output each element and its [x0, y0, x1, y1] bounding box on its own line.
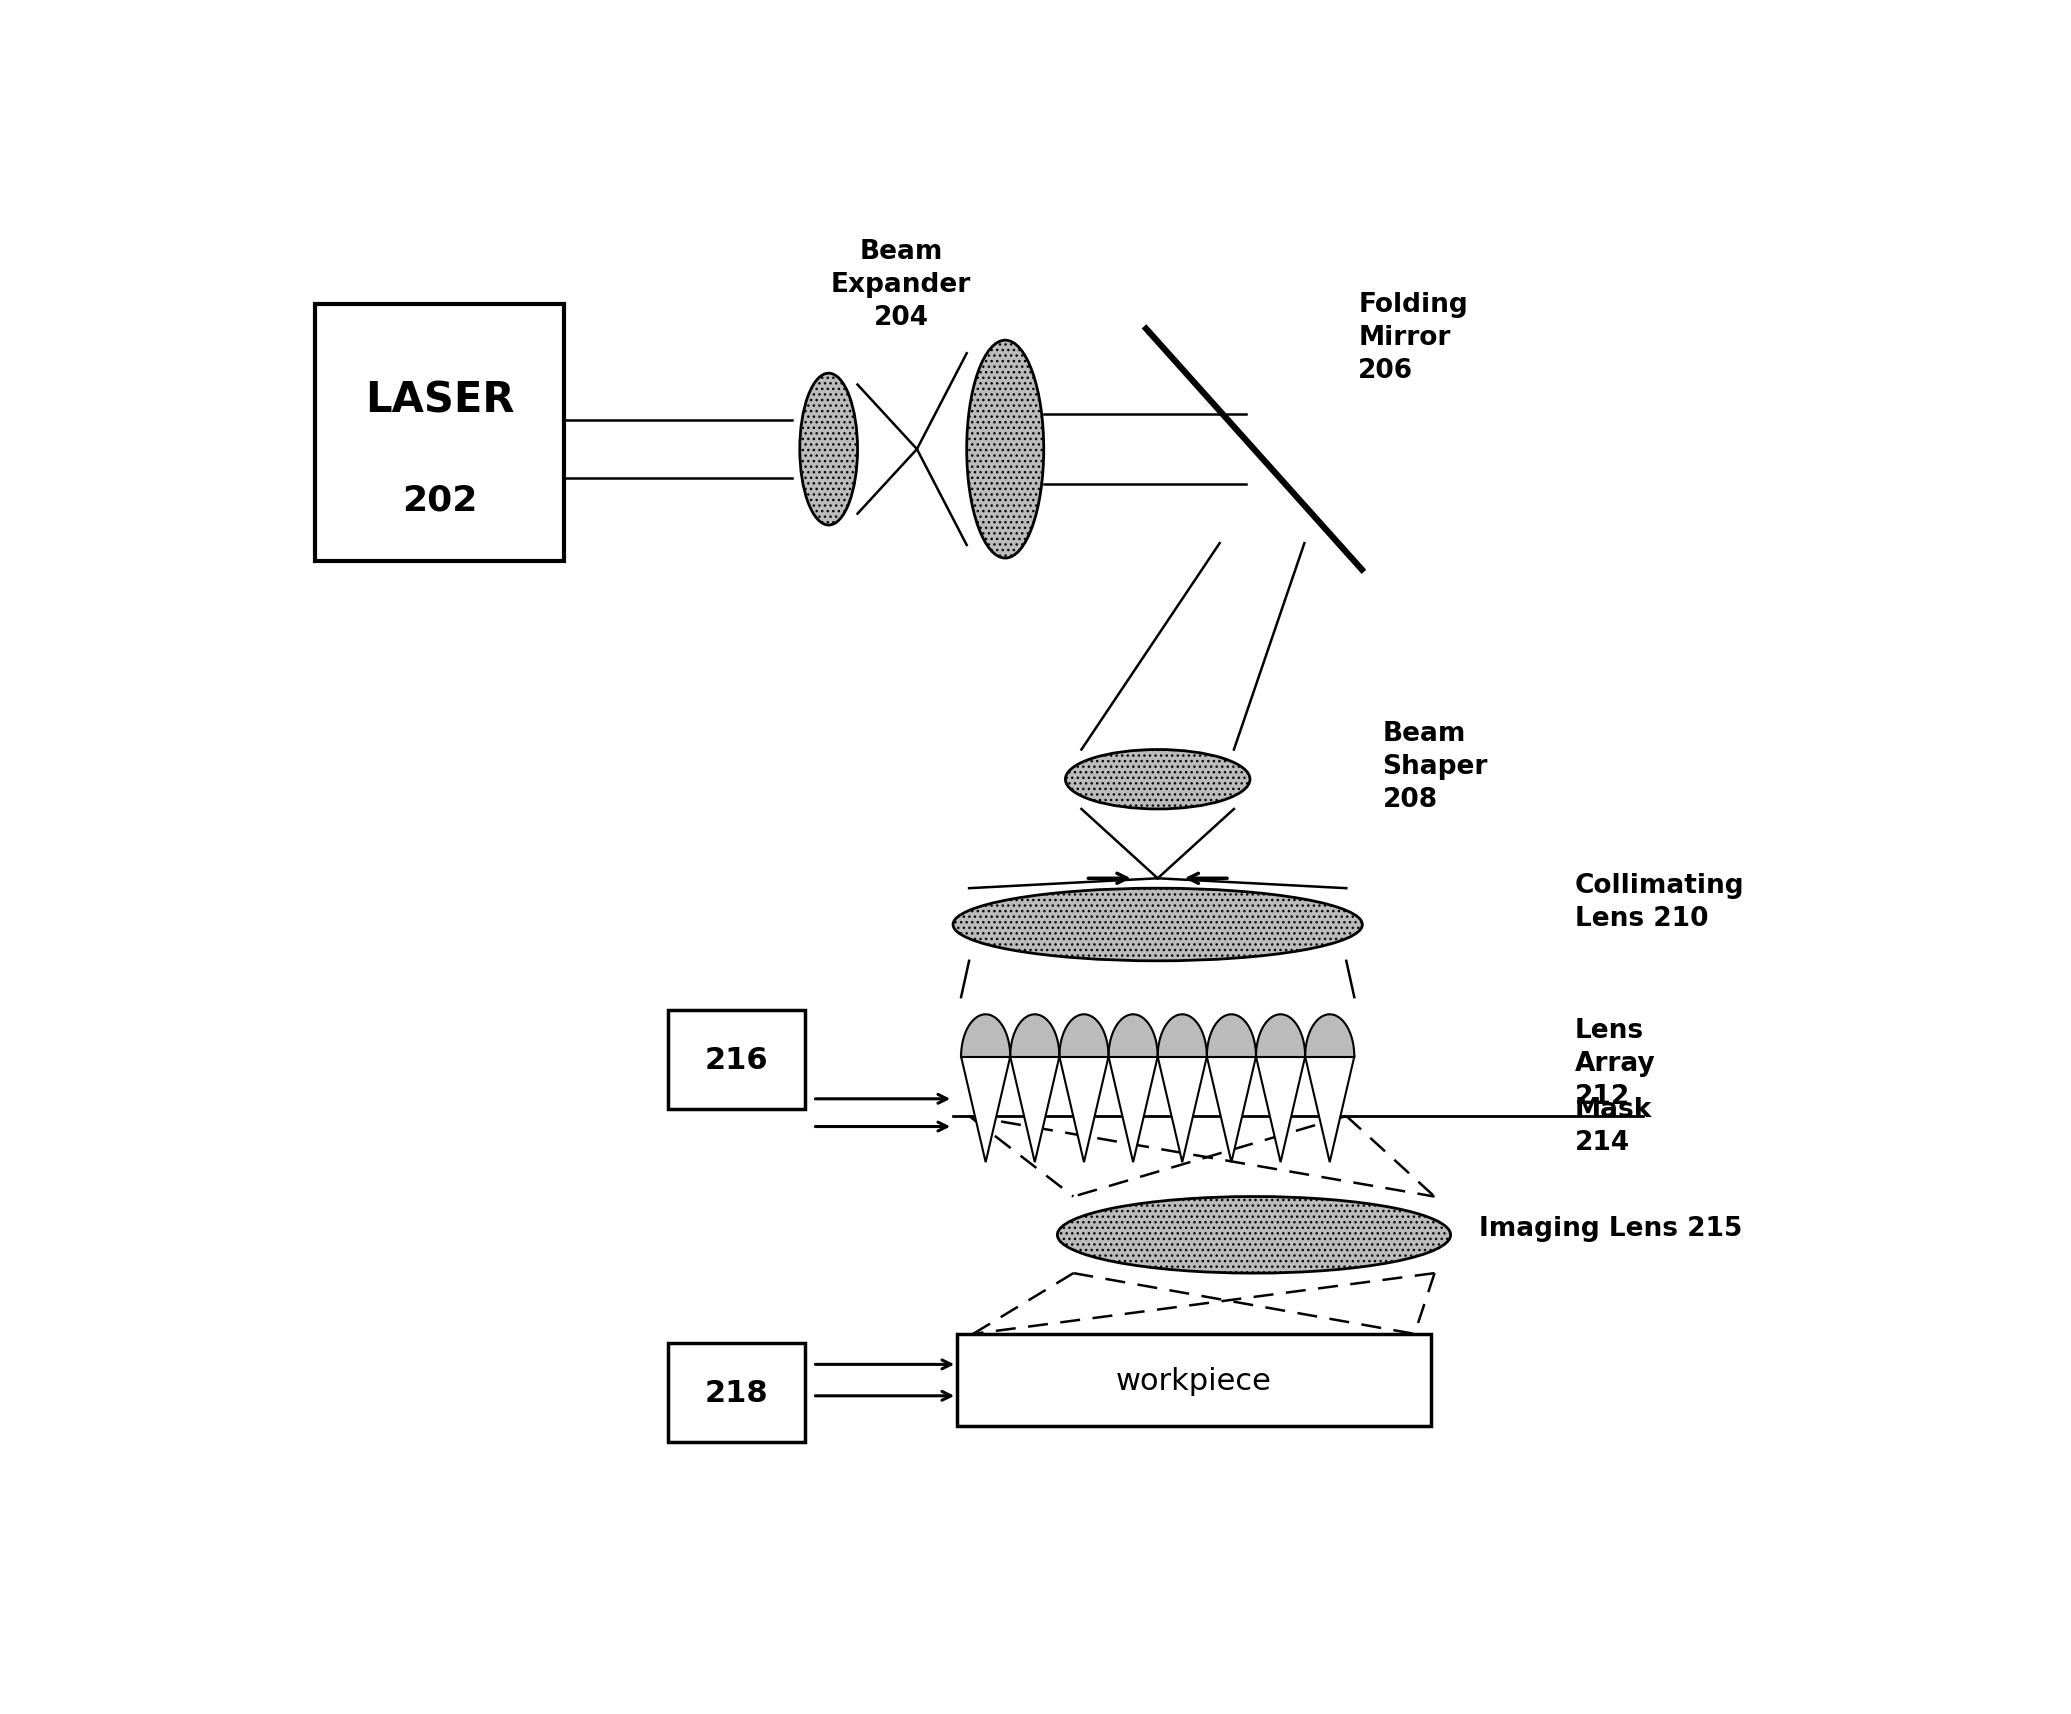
Ellipse shape [953, 888, 1363, 962]
Polygon shape [961, 1015, 1011, 1058]
FancyBboxPatch shape [669, 1011, 804, 1109]
Polygon shape [1255, 1015, 1305, 1058]
Ellipse shape [1058, 1196, 1450, 1274]
Text: Collimating
Lens 210: Collimating Lens 210 [1574, 872, 1744, 931]
Text: 202: 202 [402, 483, 476, 518]
Text: Mask
214: Mask 214 [1574, 1097, 1653, 1155]
Text: Beam
Expander
204: Beam Expander 204 [830, 238, 971, 331]
Text: Imaging Lens 215: Imaging Lens 215 [1479, 1215, 1742, 1241]
Polygon shape [1060, 1015, 1108, 1058]
Text: workpiece: workpiece [1116, 1366, 1272, 1395]
Polygon shape [1305, 1058, 1354, 1162]
Polygon shape [1060, 1058, 1108, 1162]
Text: Lens
Array
212: Lens Array 212 [1574, 1018, 1655, 1109]
Polygon shape [1158, 1058, 1207, 1162]
Polygon shape [1305, 1015, 1354, 1058]
Text: Folding
Mirror
206: Folding Mirror 206 [1359, 291, 1468, 384]
Text: 218: 218 [704, 1378, 768, 1407]
Ellipse shape [967, 341, 1044, 559]
FancyBboxPatch shape [315, 305, 563, 562]
Polygon shape [1207, 1058, 1255, 1162]
Text: LASER: LASER [364, 379, 514, 422]
Polygon shape [1108, 1015, 1158, 1058]
FancyBboxPatch shape [669, 1344, 804, 1441]
Polygon shape [1207, 1015, 1255, 1058]
Text: Beam
Shaper
208: Beam Shaper 208 [1383, 720, 1487, 812]
Polygon shape [1108, 1058, 1158, 1162]
Ellipse shape [1064, 751, 1251, 809]
Polygon shape [961, 1058, 1011, 1162]
Polygon shape [1011, 1058, 1060, 1162]
FancyBboxPatch shape [957, 1333, 1431, 1426]
Polygon shape [1255, 1058, 1305, 1162]
Ellipse shape [799, 374, 857, 526]
Polygon shape [1158, 1015, 1207, 1058]
Text: 216: 216 [704, 1046, 768, 1075]
Polygon shape [1011, 1015, 1060, 1058]
